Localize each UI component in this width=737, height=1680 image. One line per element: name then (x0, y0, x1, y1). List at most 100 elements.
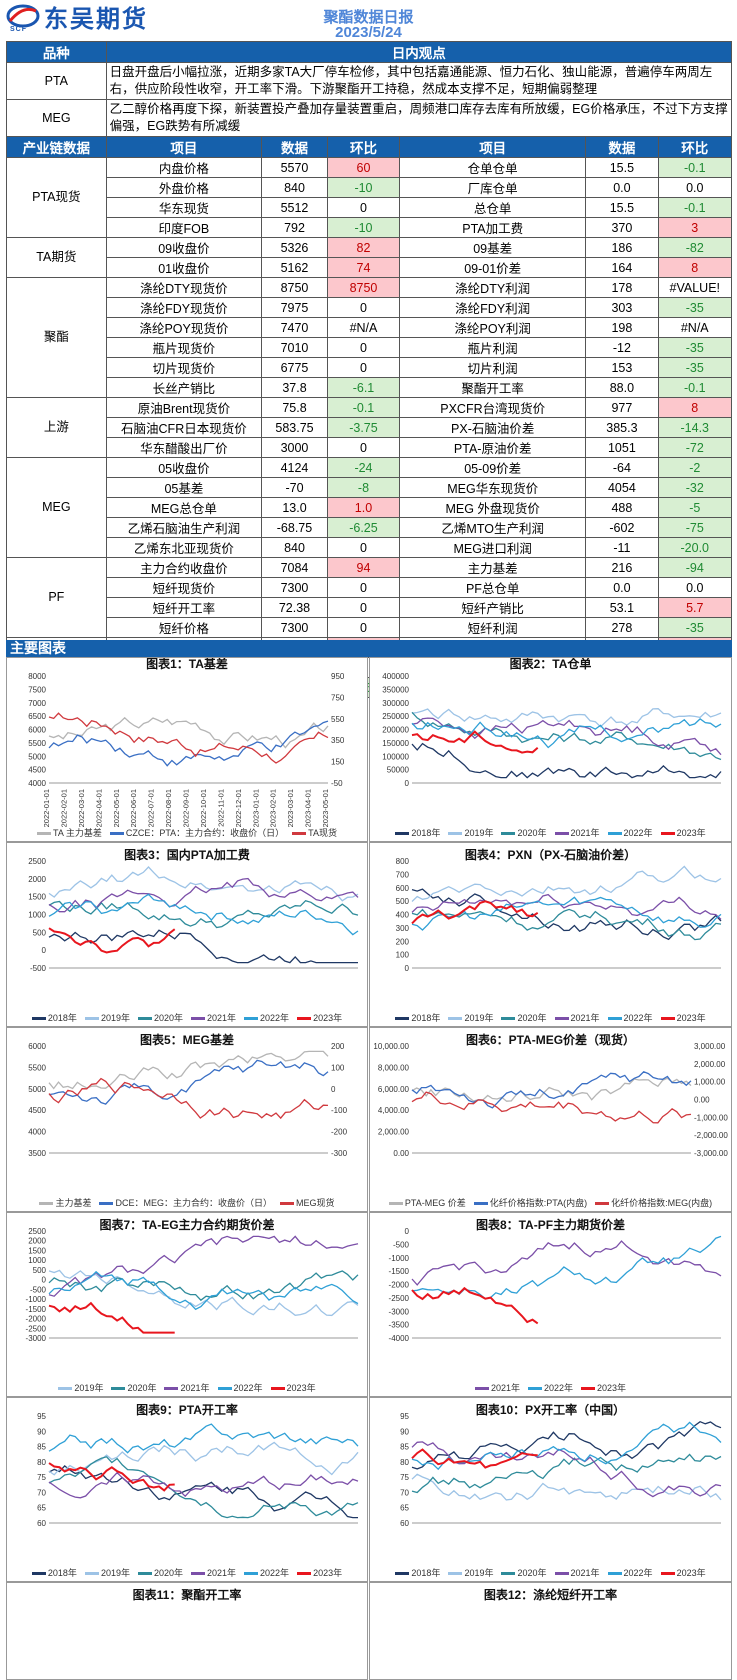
item-value: 72.38 (261, 597, 328, 618)
item-value-2: 1051 (585, 437, 659, 458)
y-tick-label: 95 (400, 1412, 409, 1421)
col-head-data-2: 数据 (585, 136, 659, 158)
item-value-2: 0.0 (585, 177, 659, 198)
series-line (48, 1077, 329, 1120)
item-change: 0 (326, 197, 401, 218)
item-change-2: -20.0 (657, 537, 733, 558)
legend-item: 2020年 (501, 826, 547, 839)
report-header: 东吴期货 SCF 聚酯数据日报 2023/5/24 (0, 0, 737, 41)
item-change: 94 (326, 557, 401, 578)
y-tick-label: 1500 (28, 893, 46, 902)
chart-panel: 图表8：TA-PF主力期货价差 -4000 -3500 -3000 -2500 -2000… (369, 1212, 732, 1397)
legend-item: 2019年 (448, 1011, 493, 1024)
legend-label: 2020年 (153, 1568, 183, 1578)
pta-label: PTA (6, 62, 107, 100)
y-tick-label: 150000 (382, 739, 409, 748)
series-line (411, 865, 722, 902)
series-line (48, 899, 359, 929)
item-value: 7300 (261, 617, 328, 638)
legend-label: 2018年 (411, 828, 441, 838)
y-tick-label: 0 (405, 1227, 410, 1236)
legend-swatch (554, 1572, 569, 1576)
legend-swatch (137, 1572, 152, 1576)
legend-label: 2023年 (676, 828, 706, 838)
chart-title: 图表9：PTA开工率 (136, 1403, 238, 1417)
series-line (411, 1077, 692, 1102)
y-tick-label: 4000 (28, 1128, 46, 1137)
item-change: -0.1 (326, 397, 401, 418)
series-line (411, 730, 539, 754)
legend-item: 2018年 (395, 1011, 440, 1024)
series-line (48, 1270, 359, 1311)
series-line (48, 1235, 359, 1297)
item-change-2: 0.0 (657, 177, 733, 198)
x-tick-label: 2022-12-01 (234, 789, 243, 827)
legend-item: 2018年 (31, 1011, 77, 1024)
item-label: 05基差 (105, 477, 263, 498)
item-label-2: 05-09价差 (399, 457, 587, 478)
item-label: 主力合约收盘价 (105, 557, 263, 578)
x-tick-label: 2022-10-01 (199, 789, 208, 827)
legend-swatch (388, 1202, 403, 1206)
legend-item: 2018年 (395, 826, 440, 839)
legend-label: 2020年 (517, 828, 547, 838)
y-tick-label: 4000 (28, 779, 46, 788)
chart-title: 图表10：PX开工率（中国） (475, 1403, 626, 1417)
item-value: 7470 (261, 317, 328, 338)
legend-item: 2023年 (660, 1011, 706, 1024)
chart-plot: -4000 -3500 -3000 -2500 -2000 -1500 -1000 -500 0 (389, 1227, 722, 1343)
chart-plot: 60 65 70 75 80 85 90 95 (400, 1412, 722, 1528)
series-line (411, 1235, 722, 1300)
item-change-2: -32 (657, 477, 733, 498)
chart-legend: 2018年 2019年 2020年 2021年 2022年 2023年 (370, 1566, 731, 1579)
head-kind: 品种 (6, 41, 107, 63)
table-row: 聚酯 涤纶DTY现货价 8750 8750 涤纶DTY利润 178 #VALUE! (6, 277, 733, 398)
item-label-2: MEG华东现货价 (399, 477, 587, 498)
y-tick-label: 50000 (387, 766, 410, 775)
y-tick-label: 8000 (28, 672, 46, 681)
item-label: 乙烯东北亚现货价 (105, 537, 263, 558)
y2-tick-label: 1,000.00 (694, 1078, 726, 1087)
table-row: TA期货 09收盘价 5326 82 09基差 186 -82 (6, 237, 733, 278)
y2-tick-label: 2,000.00 (694, 1060, 726, 1069)
y-tick-label: 65 (400, 1504, 409, 1513)
item-value-2: 15.5 (585, 197, 659, 218)
group-label: 聚酯 (6, 277, 107, 398)
item-label: MEG总仓单 (105, 497, 263, 518)
series-line (48, 1050, 329, 1090)
chart-plot: 3500 4000 4500 5000 5500 6000 -300 -200 -100 0 100… (28, 1042, 347, 1158)
y-tick-label: 400000 (382, 672, 409, 681)
logo-sub: SCF (10, 26, 27, 33)
x-tick-label: 2022-09-01 (182, 789, 191, 827)
company-logo: 东吴期货 (6, 2, 148, 33)
legend-swatch (36, 832, 51, 836)
item-change-2: -35 (657, 617, 733, 638)
item-label-2: 短纤产销比 (399, 597, 587, 618)
legend-swatch (595, 1202, 610, 1206)
y-tick-label: 5500 (28, 1063, 46, 1072)
y-tick-label: -2000 (26, 1315, 47, 1324)
chart-legend: 2019年 2020年 2021年 2022年 2023年 (7, 1381, 367, 1394)
legend-item: 2022年 (527, 1381, 573, 1394)
legend-item: MEG现货 (280, 1196, 335, 1209)
table-row: 短纤价格 7300 0 短纤利润 278 -35 (7, 617, 733, 638)
item-change: 60 (326, 157, 401, 178)
legend-item: 2021年 (554, 826, 600, 839)
series-line (48, 1471, 359, 1499)
y2-tick-label: 0.00 (694, 1096, 710, 1105)
item-value-2: 88.0 (585, 377, 659, 398)
chart-title: 图表3：国内PTA加工费 (124, 848, 250, 862)
legend-label: 2021年 (180, 1383, 210, 1393)
table-row: MEG总仓单 13.0 1.0 MEG 外盘现货价 488 -5 (7, 497, 733, 518)
x-tick-label: 2022-05-01 (112, 789, 121, 827)
item-value-2: 977 (585, 397, 659, 418)
item-value-2: -12 (585, 337, 659, 358)
chart-legend: 2018年 2019年 2020年 2021年 2022年 2023年 (7, 1011, 367, 1024)
legend-swatch (297, 1017, 312, 1021)
legend-swatch (473, 1202, 488, 1206)
item-value: 7300 (261, 577, 328, 598)
legend-item: 2023年 (297, 1566, 342, 1579)
item-value-2: 216 (585, 557, 659, 578)
item-value: 13.0 (261, 497, 328, 518)
table-row: 05基差 -70 -8 MEG华东现货价 4054 -32 (7, 477, 733, 498)
